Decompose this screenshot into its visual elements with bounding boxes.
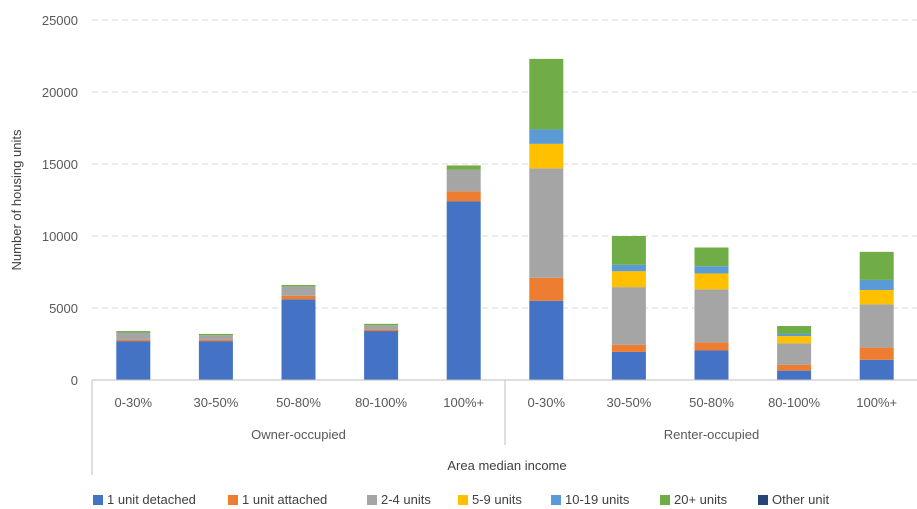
y-axis-title: Number of housing units	[9, 129, 24, 270]
bar-segment	[198, 333, 233, 336]
bar-segment	[446, 169, 481, 192]
y-tick-label: 10000	[42, 229, 78, 244]
y-tick-labels: 0 5000 10000 15000 20000 25000	[42, 13, 78, 388]
y-tick-label: 20000	[42, 85, 78, 100]
bar-segment	[694, 289, 729, 343]
bar-segment	[364, 331, 399, 380]
y-tick-label: 5000	[49, 301, 78, 316]
bar-segment	[694, 266, 729, 274]
bar-segment	[611, 344, 646, 352]
bar-segment	[529, 168, 564, 278]
bar-segment	[777, 364, 812, 371]
x-tick-label: 100%+	[856, 395, 897, 410]
bar-segment	[198, 341, 233, 380]
legend-swatch	[228, 495, 238, 505]
bar-segment	[281, 295, 316, 300]
x-tick-label: 0-30%	[115, 395, 153, 410]
bar-segment	[364, 323, 399, 326]
legend-swatch	[660, 495, 670, 505]
bar-segment	[116, 339, 151, 342]
bar-segment	[116, 332, 151, 340]
x-axis: 0-30% 30-50% 50-80% 80-100% 100%+ 0-30% 30-50%…	[91, 379, 917, 475]
bar-segment	[364, 325, 399, 330]
legend-swatch	[551, 495, 561, 505]
group-label: Owner-occupied	[251, 427, 346, 442]
legend-label: 20+ units	[674, 492, 728, 507]
bar-segment	[281, 286, 316, 296]
bar-segment	[529, 58, 564, 130]
bar-segment	[777, 336, 812, 344]
x-tick-label: 50-80%	[276, 395, 321, 410]
legend-swatch	[458, 495, 468, 505]
x-tick-label: 50-80%	[689, 395, 734, 410]
x-tick-label: 80-100%	[768, 395, 820, 410]
bar-segment	[859, 290, 894, 305]
gridlines	[92, 19, 917, 309]
bar-segment	[611, 264, 646, 272]
legend-label: 1 unit attached	[242, 492, 327, 507]
bar-segment	[694, 350, 729, 380]
bar-segment	[529, 129, 564, 144]
legend-label: 2-4 units	[381, 492, 431, 507]
legend-swatch	[367, 495, 377, 505]
group-label: Renter-occupied	[664, 427, 759, 442]
bar-segment	[529, 277, 564, 301]
bar-segment	[281, 299, 316, 380]
bar-segment	[859, 347, 894, 360]
legend-swatch	[93, 495, 103, 505]
legend-label: 5-9 units	[472, 492, 522, 507]
bar-segment	[859, 251, 894, 280]
x-tick-label: 100%+	[443, 395, 484, 410]
x-axis-title: Area median income	[447, 458, 566, 473]
bar-segment	[446, 201, 481, 380]
bar-segment	[777, 326, 812, 334]
bar-segment	[281, 284, 316, 287]
bar-segment	[198, 335, 233, 340]
bar-segment	[198, 339, 233, 342]
bar-segment	[611, 351, 646, 380]
bar-segment	[859, 359, 894, 380]
x-tick-label: 30-50%	[193, 395, 238, 410]
bar-segment	[859, 304, 894, 348]
bar-segment	[116, 331, 151, 333]
x-tick-label: 80-100%	[355, 395, 407, 410]
legend-label: Other unit	[772, 492, 829, 507]
bar-segment	[611, 271, 646, 288]
x-tick-label: 30-50%	[606, 395, 651, 410]
bar-segment	[694, 247, 729, 267]
y-tick-label: 15000	[42, 157, 78, 172]
legend-label: 1 unit detached	[107, 492, 196, 507]
bar-segment	[859, 279, 894, 290]
bar-segment	[777, 370, 812, 380]
x-tick-label: 0-30%	[528, 395, 566, 410]
bar-segment	[529, 143, 564, 169]
legend-label: 10-19 units	[565, 492, 630, 507]
y-tick-label: 0	[71, 373, 78, 388]
bar-segment	[529, 300, 564, 380]
y-tick-label: 25000	[42, 13, 78, 28]
bar-segment	[446, 165, 481, 170]
bar-segment	[777, 343, 812, 365]
legend: 1 unit detached 1 unit attached 2-4 units 5…	[93, 492, 829, 507]
bar-segment	[611, 236, 646, 265]
bar-segment	[364, 329, 399, 332]
bar-segment	[446, 191, 481, 202]
legend-swatch	[758, 495, 768, 505]
bar-segment	[116, 341, 151, 380]
bar-segment	[611, 287, 646, 345]
bar-segment	[694, 342, 729, 351]
bar-segment	[694, 273, 729, 290]
bars	[116, 58, 894, 380]
bar-segment	[777, 333, 812, 337]
